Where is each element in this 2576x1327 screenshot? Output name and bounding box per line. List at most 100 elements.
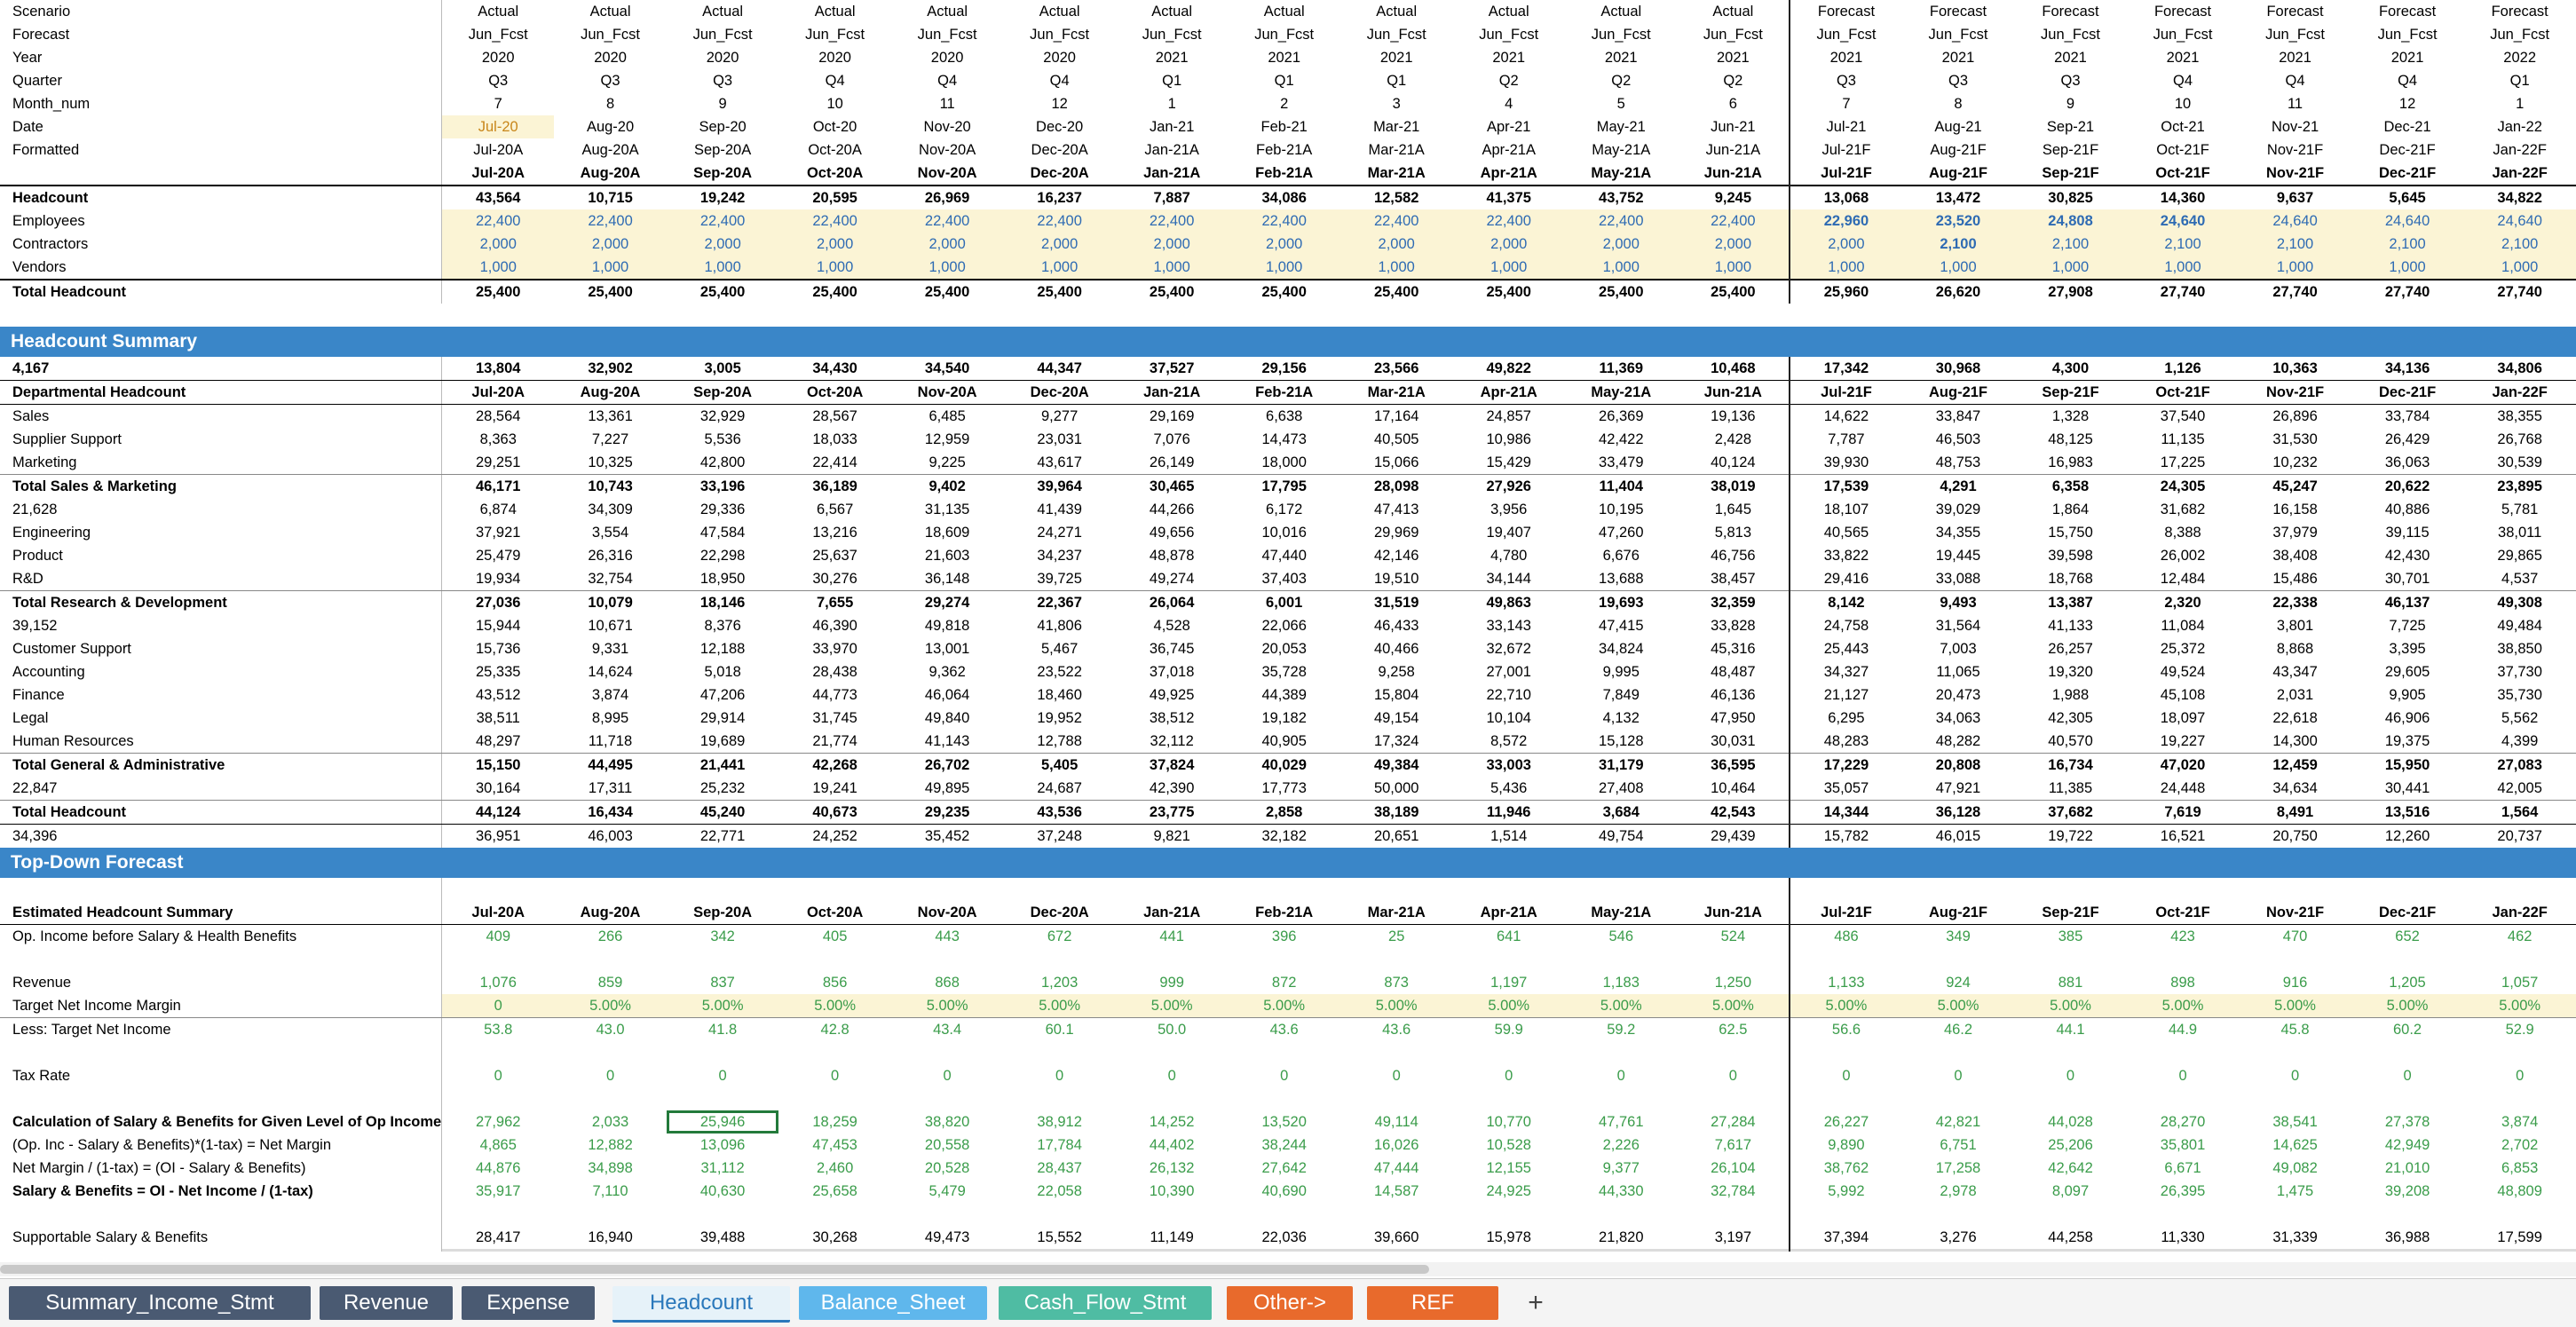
cell[interactable]: 44,266 [1149, 502, 1195, 517]
cell[interactable]: 2021 [2166, 50, 2200, 66]
cell[interactable]: Actual [1376, 4, 1418, 20]
cell[interactable]: 25,509 [1901, 1249, 2015, 1252]
cell[interactable]: 2020 [594, 50, 627, 66]
cell[interactable]: 1 [1167, 96, 1176, 112]
cell[interactable] [2014, 1041, 2127, 1064]
row-label[interactable]: 22,847 [0, 777, 443, 801]
cell[interactable]: 1,000 [1228, 256, 1340, 280]
cell[interactable]: 44,124 [441, 800, 555, 825]
cell[interactable]: 20,528 [924, 1160, 970, 1176]
cell[interactable]: 37,979 [2272, 525, 2318, 541]
cell[interactable]: 12,959 [924, 431, 970, 447]
cell[interactable]: Q3 [2060, 73, 2081, 89]
cell[interactable]: 47,260 [1599, 525, 1644, 541]
cell[interactable] [1228, 1087, 1340, 1110]
cell[interactable]: 42,390 [1115, 777, 1229, 801]
cell[interactable]: 49,114 [1374, 1114, 1418, 1130]
cell[interactable] [1116, 1203, 1229, 1226]
cell[interactable]: 2021 [1379, 50, 1413, 66]
cell[interactable]: Jun_Fcst [805, 27, 865, 43]
cell[interactable]: 2,000 [441, 233, 555, 256]
cell[interactable]: 34,063 [1935, 710, 1981, 726]
cell[interactable]: 46,136 [1711, 687, 1756, 703]
cell[interactable]: 34,136 [2351, 357, 2464, 381]
cell[interactable]: 37,394 [1789, 1226, 1902, 1249]
cell[interactable]: 12,484 [2126, 567, 2240, 591]
cell[interactable]: 7,655 [816, 595, 854, 611]
cell[interactable]: 35,917 [476, 1183, 521, 1199]
cell[interactable]: 15,150 [476, 757, 521, 773]
cell[interactable] [1003, 1087, 1116, 1110]
cell[interactable]: Apr-21 [1486, 119, 1531, 135]
cell[interactable]: 39,725 [1003, 567, 1116, 591]
cell[interactable]: 15,944 [476, 618, 521, 634]
cell[interactable]: 19,445 [1935, 548, 1981, 564]
cell[interactable]: Actual [1488, 4, 1529, 20]
cell[interactable]: 0 [943, 1068, 952, 1084]
cell[interactable]: 29,605 [2384, 664, 2430, 680]
cell[interactable]: 2,000 [1789, 233, 1902, 256]
cell[interactable]: 49,154 [1373, 710, 1419, 726]
row-label[interactable]: Headcount [0, 185, 443, 209]
cell[interactable]: 25,400 [1115, 279, 1229, 304]
cell[interactable]: 32,182 [1261, 828, 1307, 844]
cell[interactable]: 37,734 [1564, 1249, 1678, 1252]
cell[interactable]: 25,206 [2048, 1137, 2093, 1153]
cell[interactable]: 49,822 [1452, 357, 1565, 381]
cell[interactable] [2127, 1087, 2240, 1110]
cell[interactable]: 6,874 [479, 502, 517, 517]
cell[interactable]: 38,850 [2497, 641, 2542, 657]
cell[interactable]: 30,276 [778, 567, 891, 591]
cell[interactable]: 13,001 [924, 641, 970, 657]
cell[interactable]: 49,818 [924, 618, 970, 634]
cell[interactable]: 23,895 [2497, 478, 2542, 494]
cell[interactable]: 42,642 [2048, 1160, 2093, 1176]
cell[interactable]: 1,000 [1115, 256, 1229, 280]
cell[interactable]: 873 [1384, 975, 1409, 991]
cell[interactable]: 15,750 [2048, 525, 2093, 541]
cell[interactable]: Apr-21A [1482, 142, 1536, 158]
cell[interactable]: Actual [814, 4, 856, 20]
cell[interactable]: 33,003 [1486, 757, 1531, 773]
cell[interactable]: 10,468 [1677, 357, 1790, 381]
cell[interactable]: 47,206 [699, 687, 746, 703]
cell[interactable]: 14,300 [2239, 730, 2351, 754]
sheet-tab-revenue[interactable]: Revenue [320, 1286, 453, 1320]
cell[interactable]: 20,651 [1373, 828, 1419, 844]
cell[interactable]: 672 [1047, 928, 1072, 944]
cell[interactable]: Oct-21F [2126, 162, 2240, 186]
cell[interactable]: Q3 [488, 73, 509, 89]
cell[interactable]: 14,252 [1149, 1114, 1195, 1130]
cell[interactable]: 46,906 [2384, 710, 2430, 726]
cell[interactable]: 0 [1728, 1068, 1737, 1084]
cell[interactable]: 3 [1392, 96, 1401, 112]
cell[interactable]: 868 [935, 975, 960, 991]
cell[interactable]: 33,088 [1901, 567, 2015, 591]
cell[interactable]: 18,609 [924, 525, 970, 541]
cell[interactable]: 25,335 [476, 664, 521, 680]
cell[interactable]: 2021 [2390, 50, 2424, 66]
cell[interactable] [1452, 878, 1565, 901]
cell[interactable]: 48,125 [2048, 431, 2093, 447]
cell[interactable]: 35,801 [2160, 1137, 2206, 1153]
sheet-tab-ref[interactable]: REF [1367, 1286, 1498, 1320]
cell[interactable]: 17,795 [1261, 478, 1307, 494]
cell[interactable]: 31,135 [924, 502, 970, 517]
cell[interactable] [667, 1203, 779, 1226]
cell[interactable]: 29,336 [699, 502, 746, 517]
cell[interactable]: 12 [2398, 96, 2416, 112]
cell[interactable]: 44.1 [2056, 1022, 2085, 1038]
cell[interactable]: 342 [710, 928, 735, 944]
cell[interactable]: 46,137 [2384, 595, 2430, 611]
cell[interactable] [1902, 1041, 2015, 1064]
cell[interactable]: 409 [486, 928, 510, 944]
cell[interactable]: 11,718 [554, 730, 667, 754]
cell[interactable]: 40,029 [1261, 757, 1307, 773]
cell[interactable]: 11,330 [2161, 1229, 2205, 1245]
cell[interactable]: Aug-20A [554, 162, 667, 186]
cell[interactable]: 10,528 [1486, 1137, 1531, 1153]
cell[interactable]: 0 [1167, 1068, 1176, 1084]
cell[interactable]: Jun_Fcst [2041, 27, 2100, 43]
cell[interactable]: 11,385 [2014, 777, 2127, 801]
cell[interactable]: 24,925 [1486, 1183, 1531, 1199]
